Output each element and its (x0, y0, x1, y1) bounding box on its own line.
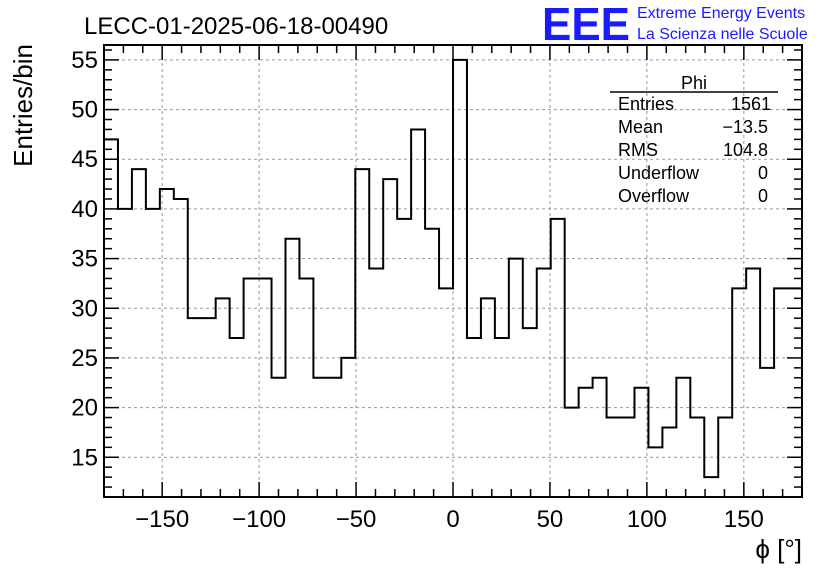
stats-value-overflow: 0 (758, 186, 768, 206)
x-tick-label: 0 (446, 506, 459, 533)
y-tick-label: 20 (71, 395, 98, 422)
x-tick-label: 150 (724, 506, 764, 533)
stats-box-title: Phi (681, 73, 707, 93)
run-title: LECC-01-2025-06-18-00490 (84, 13, 388, 40)
stats-label-underflow: Underflow (618, 163, 700, 183)
logo-line-1: Extreme Energy Events (637, 5, 805, 22)
y-axis-label: Entries/bin (8, 44, 38, 167)
y-tick-label: 40 (71, 196, 98, 223)
stats-label-mean: Mean (618, 117, 663, 137)
stats-value-underflow: 0 (758, 163, 768, 183)
stats-label-entries: Entries (618, 94, 674, 114)
x-axis-label: ϕ [°] (755, 534, 802, 564)
stats-value-entries: 1561 (731, 94, 771, 114)
x-tick-label: −100 (232, 506, 286, 533)
y-tick-label: 50 (71, 97, 98, 124)
y-tick-label: 15 (71, 444, 98, 471)
stats-label-overflow: Overflow (618, 186, 690, 206)
logo-line-2: La Scienza nelle Scuole (637, 26, 808, 43)
eee-logo: EEE (542, 0, 630, 50)
stats-label-rms: RMS (618, 140, 658, 160)
stats-value-rms: 104.8 (723, 140, 768, 160)
x-tick-label: 100 (627, 506, 667, 533)
stats-value-mean: −13.5 (722, 117, 768, 137)
axis-ticks: −150 −100 −50 0 50 100 150 15 20 25 30 35 40 45 50 55 (71, 45, 802, 533)
x-tick-label: −50 (336, 506, 377, 533)
stats-box: Phi Entries 1561 Mean −13.5 RMS 104.8 Un… (610, 73, 778, 206)
y-tick-label: 45 (71, 146, 98, 173)
x-tick-label: 50 (537, 506, 564, 533)
y-tick-label: 30 (71, 295, 98, 322)
y-tick-label: 35 (71, 246, 98, 273)
y-tick-label: 25 (71, 345, 98, 372)
y-tick-label: 55 (71, 47, 98, 74)
x-tick-label: −150 (135, 506, 189, 533)
